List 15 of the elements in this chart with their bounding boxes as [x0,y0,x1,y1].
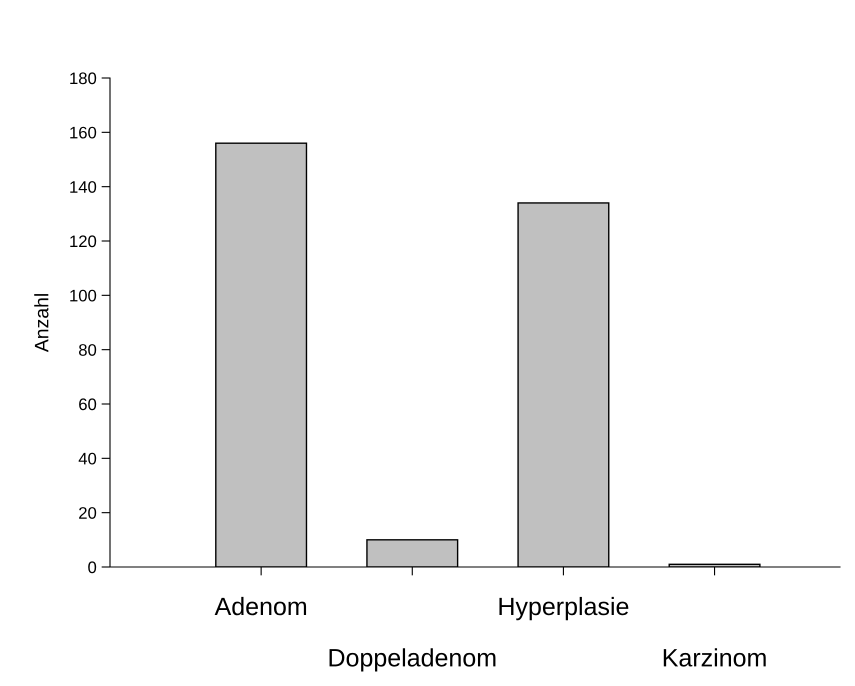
y-tick-label: 20 [79,507,96,519]
y-tick-label: 120 [70,235,96,248]
y-tick-label: 180 [70,72,96,84]
x-tick-label: Adenom [214,596,306,616]
y-tick-label: 60 [79,398,96,410]
x-tick-label: Doppeladenom [330,648,496,672]
y-tick-label: 140 [70,181,96,193]
y-tick-label: 40 [78,452,96,465]
x-tick-label: Hyperplasie [499,596,628,620]
y-tick-label: 100 [70,290,96,302]
y-axis-title: Anzahl [34,294,48,352]
y-tick-label: 80 [78,344,96,356]
x-tick-label: Karzinom [664,648,766,667]
y-tick-label: 0 [88,561,96,574]
y-tick-label: 160 [70,126,96,139]
